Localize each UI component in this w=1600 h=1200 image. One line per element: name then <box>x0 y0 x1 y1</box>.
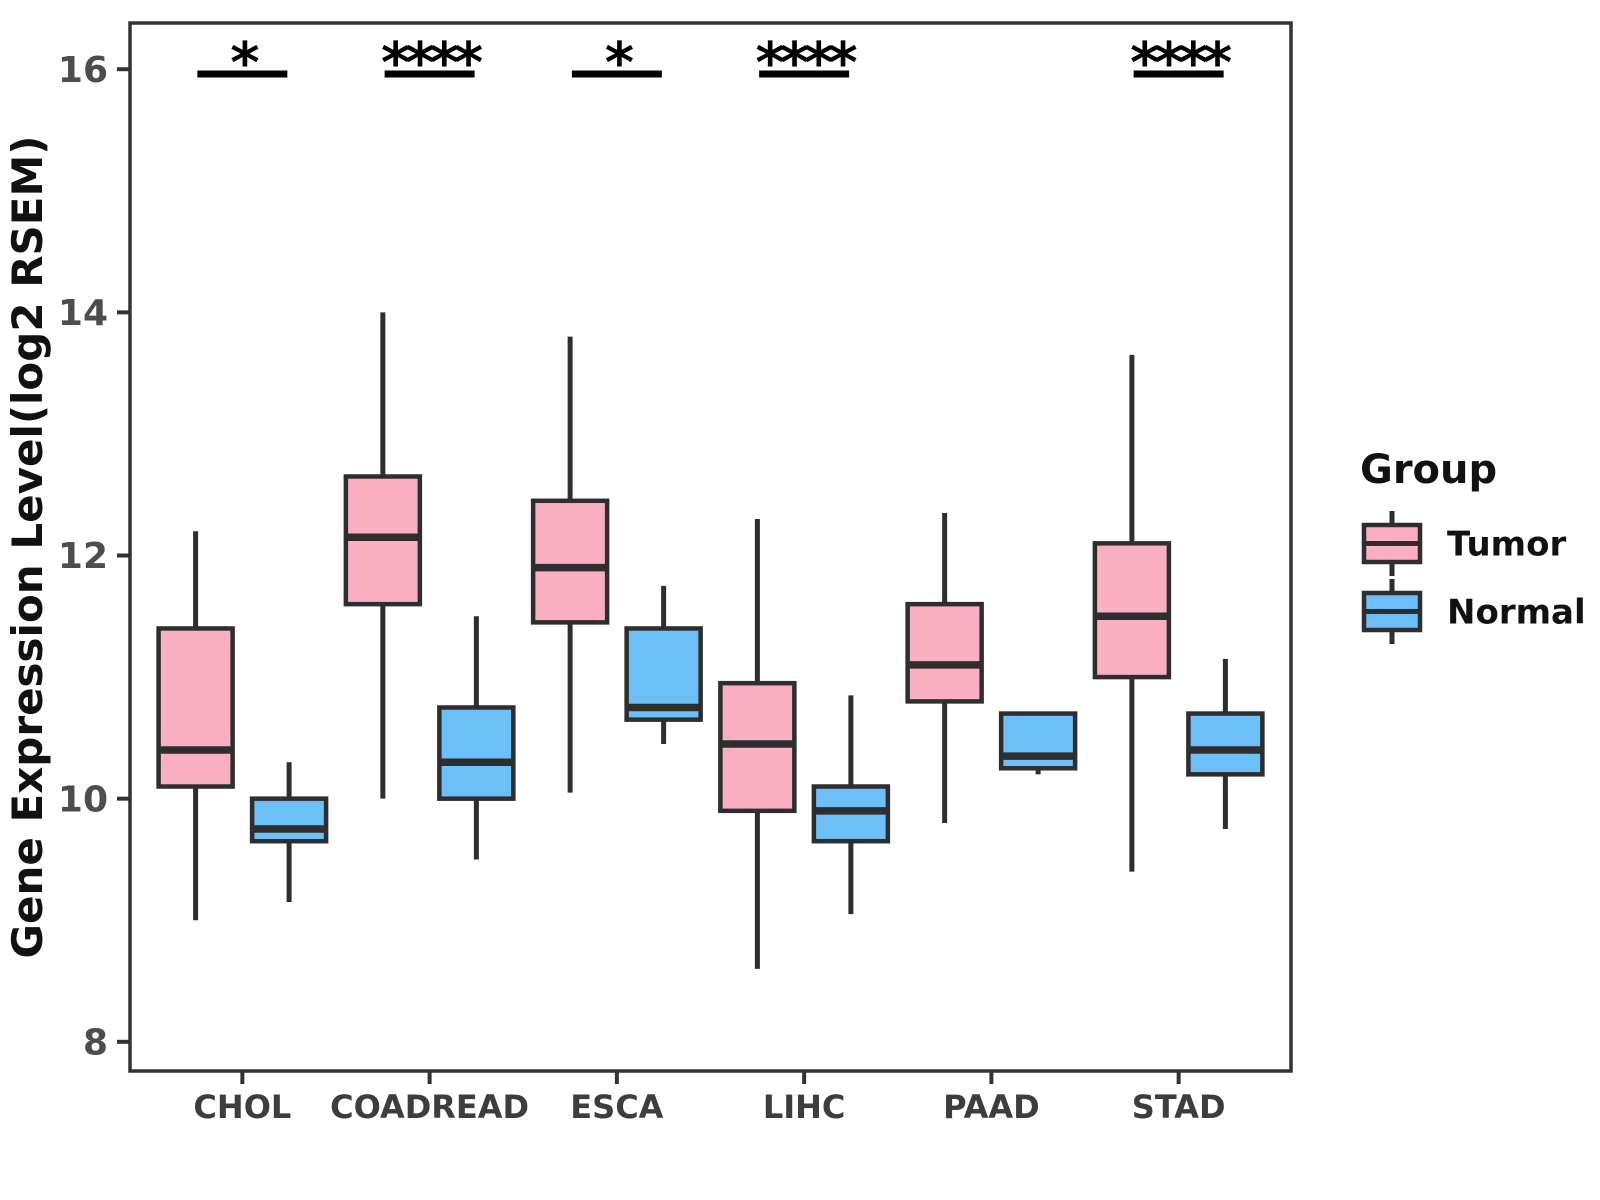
x-axis-label-stad: STAD <box>1132 1088 1226 1126</box>
significance-label-esca: * <box>605 31 634 96</box>
box-chol-normal <box>249 796 329 844</box>
legend-title: Group <box>1360 447 1497 493</box>
x-axis-label-lihc: LIHC <box>763 1088 846 1126</box>
y-axis-tick-label: 12 <box>58 536 108 577</box>
significance-label-chol: * <box>230 31 259 96</box>
box-stad-tumor <box>1092 541 1172 680</box>
box-stad-normal <box>1186 711 1265 777</box>
x-axis-label-esca: ESCA <box>570 1088 663 1126</box>
box-paad-normal <box>998 711 1078 771</box>
x-axis-label-chol: CHOL <box>193 1088 291 1126</box>
box-coadread-normal <box>437 705 516 801</box>
significance-label-stad: **** <box>1130 31 1232 96</box>
legend-label-normal: Normal <box>1447 593 1586 633</box>
box-chol-tumor <box>156 626 235 789</box>
x-axis-label-coadread: COADREAD <box>330 1088 529 1126</box>
significance-label-lihc: **** <box>756 31 858 96</box>
y-axis-tick-label: 16 <box>58 50 108 91</box>
y-axis-tick-label: 14 <box>58 293 108 334</box>
y-axis-tick-label: 10 <box>58 779 108 820</box>
box-esca-tumor <box>530 498 610 625</box>
y-axis-title: Gene Expression Level(log2 RSEM) <box>3 136 52 959</box>
box-paad-tumor <box>905 601 984 704</box>
y-axis-tick-label: 8 <box>83 1022 108 1063</box>
x-axis-label-paad: PAAD <box>943 1088 1040 1126</box>
significance-label-coadread: **** <box>381 31 483 96</box>
legend-label-tumor: Tumor <box>1447 525 1566 565</box>
panel-border <box>128 21 1293 1073</box>
